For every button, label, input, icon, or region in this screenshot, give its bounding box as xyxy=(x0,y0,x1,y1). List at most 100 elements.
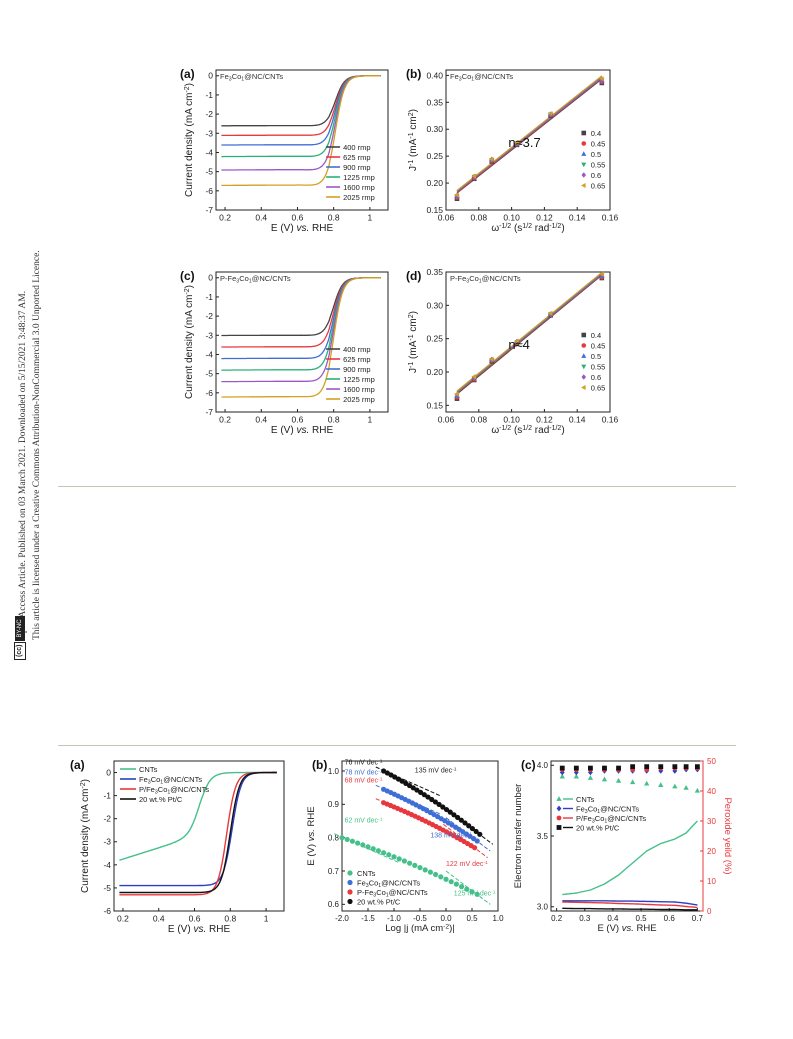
y-tick-label: -3 xyxy=(103,837,111,847)
x-tick-label: 1 xyxy=(368,415,373,425)
kl-electron-number: n≈3.7 xyxy=(508,135,540,150)
x-tick-label: 0.8 xyxy=(328,213,340,223)
panel-label: (a) xyxy=(180,67,195,81)
x-tick-label: 0.4 xyxy=(153,914,165,924)
tafel-data-point xyxy=(365,844,371,850)
plot-frame xyxy=(113,760,285,912)
plot-frame xyxy=(445,69,611,211)
license-line-licence[interactable]: This article is licensed under a Creativ… xyxy=(32,250,42,640)
legend-label: 20 wt.% Pt/C xyxy=(576,824,620,833)
y-tick-label: -2 xyxy=(205,109,213,119)
panel-label: (d) xyxy=(406,269,421,283)
peroxide-yield-line xyxy=(562,907,698,911)
legend-marker xyxy=(581,162,587,168)
y-tick-label: -1 xyxy=(205,292,213,302)
x-axis-label: ω-1/2 (s1/2 rad-1/2) xyxy=(491,425,564,436)
chart-panel: 0.06 0.08 0.10 0.12 0.14 0.16 0.15 0.20 0.25 0.30… xyxy=(406,67,619,234)
kl-data-point xyxy=(514,140,519,146)
legend-label: 625 rmp xyxy=(343,355,371,364)
tafel-data-point xyxy=(381,850,387,856)
kl-data-point xyxy=(454,192,459,198)
x-tick-label: 0.10 xyxy=(503,415,520,425)
x-tick-label: 1 xyxy=(264,914,269,924)
tafel-data-point xyxy=(422,867,428,873)
panel-label: (a) xyxy=(70,758,85,772)
legend-label: 900 rmp xyxy=(343,163,371,172)
legend-label: 400 rmp xyxy=(343,345,371,354)
figure-orr-performance: 0.2 0.4 0.6 0.8 10-1-2-3-4-5-6E (V) vs. RHEC… xyxy=(70,757,733,935)
y-axis-label: Current density (mA cm-2) xyxy=(80,779,91,893)
x-tick-label: 0.16 xyxy=(602,415,619,425)
panel-label: (b) xyxy=(406,67,421,81)
kl-data-point xyxy=(547,310,553,316)
kl-data-point xyxy=(514,338,519,344)
tafel-slope-label: 122 mV dec-1 xyxy=(446,860,488,868)
y-tick-label: 0 xyxy=(208,71,213,81)
lsv-series-line xyxy=(221,277,381,398)
cc-badge-icon: (cc) xyxy=(14,641,26,660)
x-axis-label: E (V) vs. RHE xyxy=(271,425,334,436)
legend-marker xyxy=(581,353,587,358)
y-tick-label: 0.40 xyxy=(426,70,443,80)
plot-frame xyxy=(215,69,389,211)
tafel-data-point xyxy=(443,876,449,882)
electron-number-point xyxy=(602,765,607,771)
y-tick-label: 0.35 xyxy=(426,267,443,277)
x-tick-label: 0.10 xyxy=(503,213,520,223)
tafel-data-point xyxy=(407,860,413,866)
tafel-data-point xyxy=(425,794,431,800)
chart-panel: 0.2 0.4 0.6 0.8 1 0 -1 -2 -3 -4 -5 -6 E (V) vs. RHE C… xyxy=(70,758,285,935)
y-tick-label: 0 xyxy=(106,768,111,778)
y-tick-label: -5 xyxy=(205,369,213,379)
tafel-data-point xyxy=(469,889,475,895)
x-tick-label: 0.4 xyxy=(255,213,267,223)
y-tick-label: -7 xyxy=(205,205,213,215)
y-tick-label: 4.0 xyxy=(537,761,549,770)
legend-label: 900 rmp xyxy=(343,365,371,374)
y-tick-label: 0.25 xyxy=(426,334,443,344)
y-tick-label: -6 xyxy=(205,186,213,196)
legend-label: 0.65 xyxy=(591,384,606,393)
y-tick-label: 0.15 xyxy=(426,205,443,215)
tafel-data-point xyxy=(396,856,402,862)
y-axis-label: Electron transfer number xyxy=(513,784,524,889)
x-tick-label: 0.5 xyxy=(636,914,648,923)
tafel-slope-label: 68 mV dec-1 xyxy=(345,777,383,785)
y2-axis-label-group: Peroxide yeild (%) xyxy=(722,797,733,874)
legend-marker xyxy=(347,879,353,886)
y-axis-label-group: Current density (mA cm-2) xyxy=(184,83,195,197)
legend-label: 400 rmp xyxy=(343,143,371,152)
y-tick-label: 0 xyxy=(208,273,213,283)
lsv-series-line xyxy=(221,277,381,348)
panel-title: Fe3Co1@NC/CNTs xyxy=(220,72,283,83)
electron-number-point xyxy=(694,764,700,770)
tafel-slope-label: 76 mV dec-1 xyxy=(345,758,383,766)
y-axis-label-group: E (V) vs. RHE xyxy=(306,806,317,865)
chart-panel: 0.06 0.08 0.10 0.12 0.14 0.16 0.15 0.20 0.25 0.30… xyxy=(406,267,619,436)
legend-label: 0.5 xyxy=(591,352,601,361)
y-tick-label: 0.6 xyxy=(328,900,340,909)
tafel-fit-line-high xyxy=(445,817,491,852)
legend-label: Fe3Co1@NC/CNTs xyxy=(576,805,639,816)
license-line-published: Open Access Article. Published on 03 Mar… xyxy=(18,290,28,640)
x-tick-label: 0.8 xyxy=(224,914,236,924)
x-tick-label: 0.12 xyxy=(536,213,553,223)
cc-license-badge[interactable]: (cc) BY-NC xyxy=(14,616,26,660)
x-tick-label: 0.2 xyxy=(117,914,129,924)
legend-label: 1225 rmp xyxy=(343,375,375,384)
divider-bottom xyxy=(58,745,736,746)
tafel-data-point xyxy=(429,796,435,803)
electron-number-point xyxy=(559,765,565,771)
panel-label: (c) xyxy=(521,758,536,772)
tafel-data-point xyxy=(414,787,420,793)
legend-label: 1600 rmp xyxy=(343,183,375,192)
tafel-data-point xyxy=(370,846,376,852)
tafel-slope-label: 78 mV dec-1 xyxy=(345,768,383,776)
x-tick-label: 0.06 xyxy=(438,415,455,425)
x-tick-label: 1.0 xyxy=(492,914,504,923)
kl-fit-line xyxy=(456,77,603,193)
lsv-series-line xyxy=(119,771,277,894)
y-axis-label: Current density (mA cm-2) xyxy=(184,285,195,399)
kl-data-point xyxy=(471,374,477,380)
electron-number-point xyxy=(615,777,622,783)
